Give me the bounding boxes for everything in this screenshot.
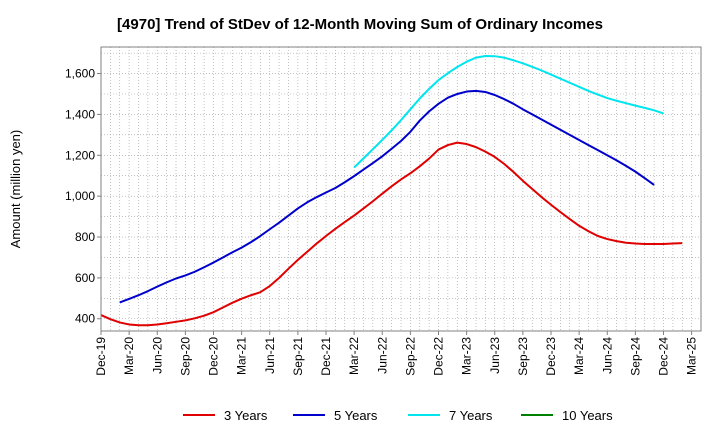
series-line-3-years	[100, 141, 683, 327]
y-tick-label: 800	[75, 230, 95, 244]
y-axis-ticks: 400 600 800 1,000 1,200 1,400 1,600	[65, 67, 101, 326]
legend-label: 5 Years	[334, 408, 378, 423]
x-tick-label: Sep-24	[628, 337, 642, 376]
legend-label: 10 Years	[562, 408, 613, 423]
x-tick-label: Jun-23	[488, 337, 502, 374]
series-line-5-years	[119, 89, 655, 304]
x-tick-label: Dec-24	[657, 337, 671, 376]
y-tick-label: 1,600	[65, 67, 95, 81]
y-axis-label: Amount (million yen)	[8, 130, 23, 249]
x-tick-label: Dec-19	[94, 337, 108, 376]
grid	[101, 47, 701, 331]
x-tick-label: Dec-20	[207, 337, 221, 376]
y-tick-label: 400	[75, 312, 95, 326]
x-tick-label: Jun-21	[263, 337, 277, 374]
x-tick-label: Mar-21	[235, 337, 249, 375]
x-tick-label: Sep-20	[178, 337, 192, 376]
y-tick-label: 1,000	[65, 189, 95, 203]
x-tick-label: Jun-22	[375, 337, 389, 374]
y-tick-label: 600	[75, 271, 95, 285]
x-tick-label: Jun-24	[600, 337, 614, 374]
series-line-7-years	[353, 54, 664, 169]
x-tick-label: Dec-21	[319, 337, 333, 376]
x-tick-label: Jun-20	[150, 337, 164, 374]
x-tick-label: Mar-25	[685, 337, 699, 375]
y-tick-label: 1,200	[65, 148, 95, 162]
legend-label: 7 Years	[449, 408, 493, 423]
x-tick-label: Mar-24	[572, 337, 586, 375]
series-layer	[100, 54, 683, 327]
chart-title: [4970] Trend of StDev of 12-Month Moving…	[117, 16, 603, 33]
x-tick-label: Sep-21	[291, 337, 305, 376]
x-tick-label: Dec-23	[544, 337, 558, 376]
plot-frame	[100, 46, 702, 332]
x-axis-ticks: Dec-19 Mar-20 Jun-20 Sep-20 Dec-20 Mar-21 Jun-…	[94, 331, 699, 376]
x-tick-label: Sep-23	[516, 337, 530, 376]
x-tick-label: Mar-20	[122, 337, 136, 375]
y-tick-label: 1,400	[65, 107, 95, 121]
legend: 3 Years 5 Years 7 Years 10 Years	[183, 408, 613, 423]
legend-label: 3 Years	[224, 408, 268, 423]
x-tick-label: Dec-22	[432, 337, 446, 376]
x-tick-label: Sep-22	[403, 337, 417, 376]
x-tick-label: Mar-23	[460, 337, 474, 375]
x-tick-label: Mar-22	[347, 337, 361, 375]
